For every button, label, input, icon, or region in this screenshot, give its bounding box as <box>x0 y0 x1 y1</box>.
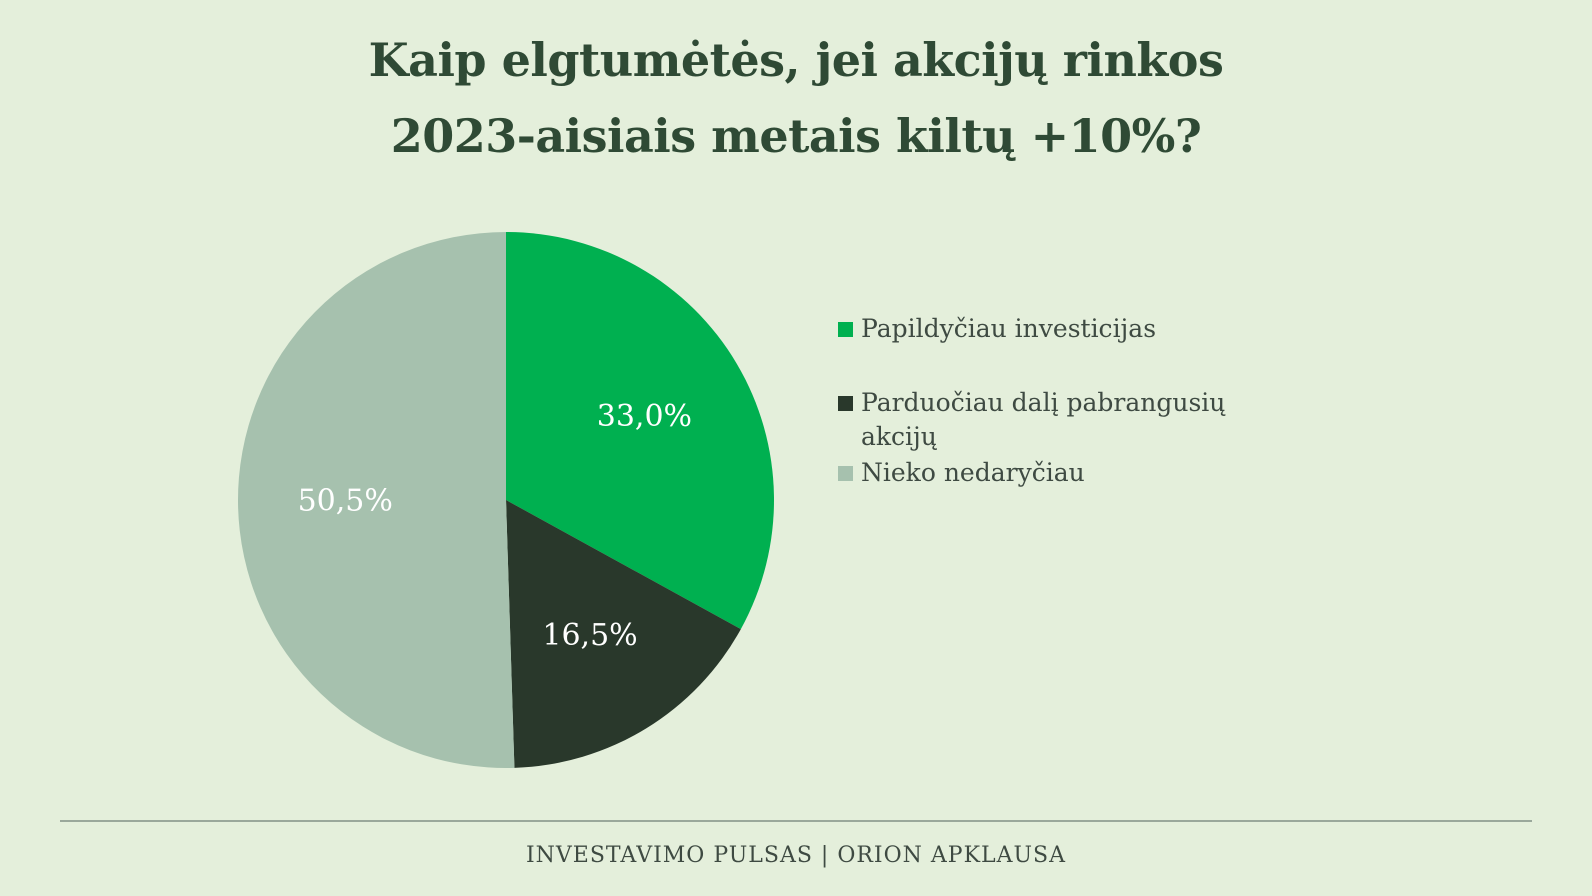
legend-label: Papildyčiau investicijas <box>861 314 1157 343</box>
legend-swatch <box>838 322 853 337</box>
legend-label: Parduočiau dalį pabrangusių akcijų <box>861 388 1226 451</box>
pie-chart: 33,0% 16,5% 50,5% <box>237 232 774 769</box>
legend-label: Nieko nedaryčiau <box>861 458 1085 487</box>
footer-source: INVESTAVIMO PULSAS | ORION APKLAUSA <box>525 843 1067 868</box>
legend-swatch <box>838 466 853 481</box>
legend-swatch <box>838 396 853 411</box>
pie-slice-label-1: 16,5% <box>542 618 637 653</box>
legend-item-nieko: Nieko nedaryčiau <box>838 456 1281 490</box>
pie-slice-0 <box>506 232 774 630</box>
pie-slice-label-0: 33,0% <box>597 399 692 434</box>
chart-title: Kaip elgtumėtės, jei akcijų rinkos 2023-… <box>0 22 1592 174</box>
legend-item-parduociau: Parduočiau dalį pabrangusių akcijų <box>838 386 1281 454</box>
legend-item-papildyciau: Papildyčiau investicijas <box>838 312 1281 346</box>
pie-slice-label-2: 50,5% <box>298 484 393 519</box>
footer-divider <box>60 820 1532 822</box>
chart-title-line-2: 2023-aisiais metais kiltų +10%? <box>390 109 1202 163</box>
chart-title-line-1: Kaip elgtumėtės, jei akcijų rinkos <box>368 33 1224 87</box>
pie-slice-1 <box>506 500 741 768</box>
pie-slice-2 <box>237 232 515 769</box>
